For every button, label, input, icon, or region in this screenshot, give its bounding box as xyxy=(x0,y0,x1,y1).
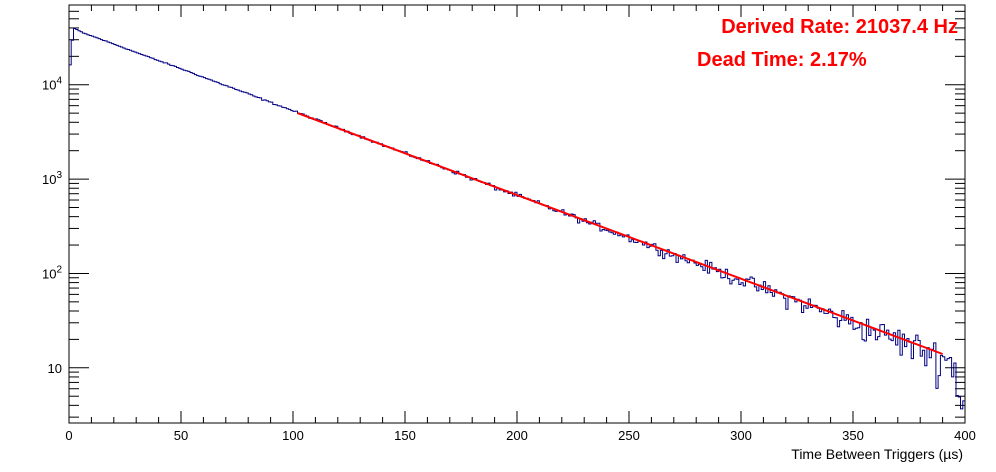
x-tick-label: 100 xyxy=(282,428,304,443)
x-axis-label: Time Between Triggers (µs) xyxy=(791,446,963,462)
x-tick-label: 200 xyxy=(506,428,528,443)
fit-line-series xyxy=(297,112,943,355)
x-tick-label: 50 xyxy=(174,428,188,443)
x-tick-label: 350 xyxy=(842,428,864,443)
y-tick-label: 104 xyxy=(42,76,62,93)
x-tick-label: 250 xyxy=(618,428,640,443)
histogram-series xyxy=(69,28,965,410)
x-axis-ticks: 0 50 100 150 200 250 300 350 400 xyxy=(65,5,976,443)
dead-time-annotation: Dead Time: 2.17% xyxy=(697,49,867,71)
y-tick-label: 10 xyxy=(48,361,62,376)
x-tick-label: 300 xyxy=(730,428,752,443)
y-tick-label: 102 xyxy=(42,264,62,281)
x-tick-label: 400 xyxy=(954,428,976,443)
y-tick-label: 103 xyxy=(42,170,62,187)
derived-rate-annotation: Derived Rate: 21037.4 Hz xyxy=(721,16,958,38)
x-tick-label: 150 xyxy=(394,428,416,443)
y-axis-ticks: 10 102 103 104 xyxy=(42,4,965,418)
x-tick-label: 0 xyxy=(65,428,72,443)
